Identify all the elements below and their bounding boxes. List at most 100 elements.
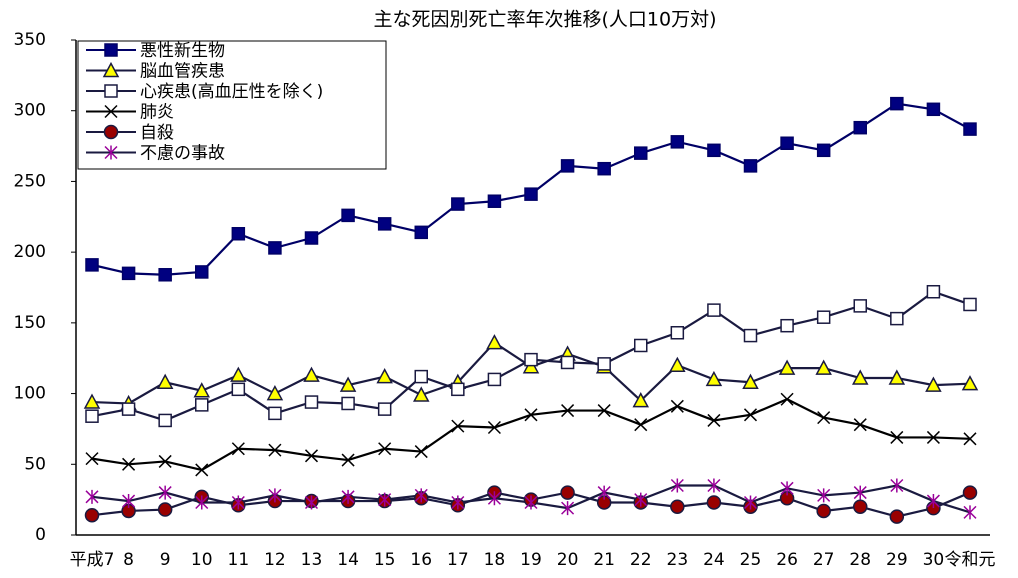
marker (890, 478, 904, 493)
marker (817, 488, 831, 503)
marker (963, 505, 977, 520)
legend-label: 脳血管疾患 (140, 62, 225, 82)
marker (888, 369, 906, 385)
marker (632, 392, 650, 408)
marker (412, 386, 430, 402)
marker (524, 187, 538, 201)
marker (524, 352, 538, 367)
marker (487, 372, 502, 387)
marker (925, 376, 942, 392)
marker (231, 442, 245, 456)
marker (376, 368, 393, 384)
y-tick-label: 0 (35, 525, 46, 545)
legend-box (77, 40, 387, 170)
series-line (91, 398, 971, 472)
x-tick-label: 21 (593, 550, 615, 570)
marker (304, 495, 319, 510)
marker (669, 356, 686, 373)
marker (926, 494, 940, 509)
marker (926, 284, 941, 299)
marker (926, 102, 941, 117)
marker (706, 495, 722, 510)
marker (853, 485, 867, 500)
marker (266, 384, 284, 401)
marker (378, 492, 392, 507)
marker (778, 359, 796, 375)
marker (597, 404, 611, 418)
marker (231, 382, 246, 397)
x-tick-label: 15 (374, 550, 396, 570)
x-tick-label: 20 (557, 550, 579, 570)
legend-label: 心疾患(高血圧性を除く) (140, 82, 323, 102)
marker (157, 502, 173, 517)
marker (341, 489, 355, 504)
marker (670, 326, 685, 340)
marker (816, 503, 831, 519)
marker (122, 494, 136, 509)
x-tick-label: 令和元 (945, 550, 996, 570)
chart-title: 主な死因別死亡率年次推移(人口10万対) (373, 9, 716, 31)
marker (268, 241, 282, 255)
legend-marker (104, 84, 118, 98)
marker (84, 507, 100, 523)
marker (378, 442, 392, 456)
marker (707, 413, 721, 427)
y-tick-label: 200 (14, 242, 46, 262)
marker (524, 495, 538, 510)
marker (780, 136, 794, 150)
marker (377, 402, 392, 416)
marker (963, 432, 977, 446)
marker (414, 488, 428, 503)
marker (486, 334, 503, 350)
marker (634, 492, 648, 507)
marker (597, 357, 611, 371)
marker (597, 161, 611, 176)
marker (961, 375, 979, 391)
marker (780, 318, 794, 333)
marker (634, 418, 648, 432)
legend-label: 肺炎 (140, 103, 174, 123)
marker (816, 143, 831, 158)
marker (195, 495, 209, 510)
marker (853, 499, 868, 514)
x-tick-label: 12 (264, 550, 286, 570)
x-tick-label: 17 (447, 550, 469, 570)
marker (816, 310, 831, 324)
marker (414, 225, 428, 240)
marker (85, 409, 99, 423)
marker (670, 499, 685, 514)
marker (597, 485, 611, 500)
marker (451, 197, 465, 211)
marker (670, 135, 685, 149)
marker (853, 299, 867, 313)
marker (890, 96, 904, 111)
marker (121, 402, 136, 416)
marker (195, 463, 209, 477)
marker (85, 489, 99, 504)
marker (560, 159, 575, 173)
legend-label: 悪性新生物 (140, 41, 225, 61)
legend-marker (102, 61, 120, 78)
marker (341, 208, 355, 223)
x-tick-label: 29 (886, 550, 908, 570)
marker (158, 268, 172, 282)
marker (742, 373, 759, 390)
x-tick-label: 平成7 (70, 550, 115, 570)
y-tick-label: 300 (14, 101, 46, 121)
marker (122, 457, 136, 471)
marker (487, 194, 502, 208)
marker (156, 373, 174, 390)
marker (158, 485, 172, 500)
x-tick-label: 11 (228, 550, 250, 570)
x-tick-label: 22 (630, 550, 652, 570)
y-tick-label: 150 (14, 313, 46, 333)
marker (670, 399, 684, 413)
marker (268, 443, 282, 457)
x-tick-label: 23 (667, 550, 689, 570)
marker (890, 430, 904, 444)
marker (743, 495, 758, 510)
marker (195, 265, 209, 279)
marker (561, 501, 575, 516)
marker (451, 419, 465, 433)
